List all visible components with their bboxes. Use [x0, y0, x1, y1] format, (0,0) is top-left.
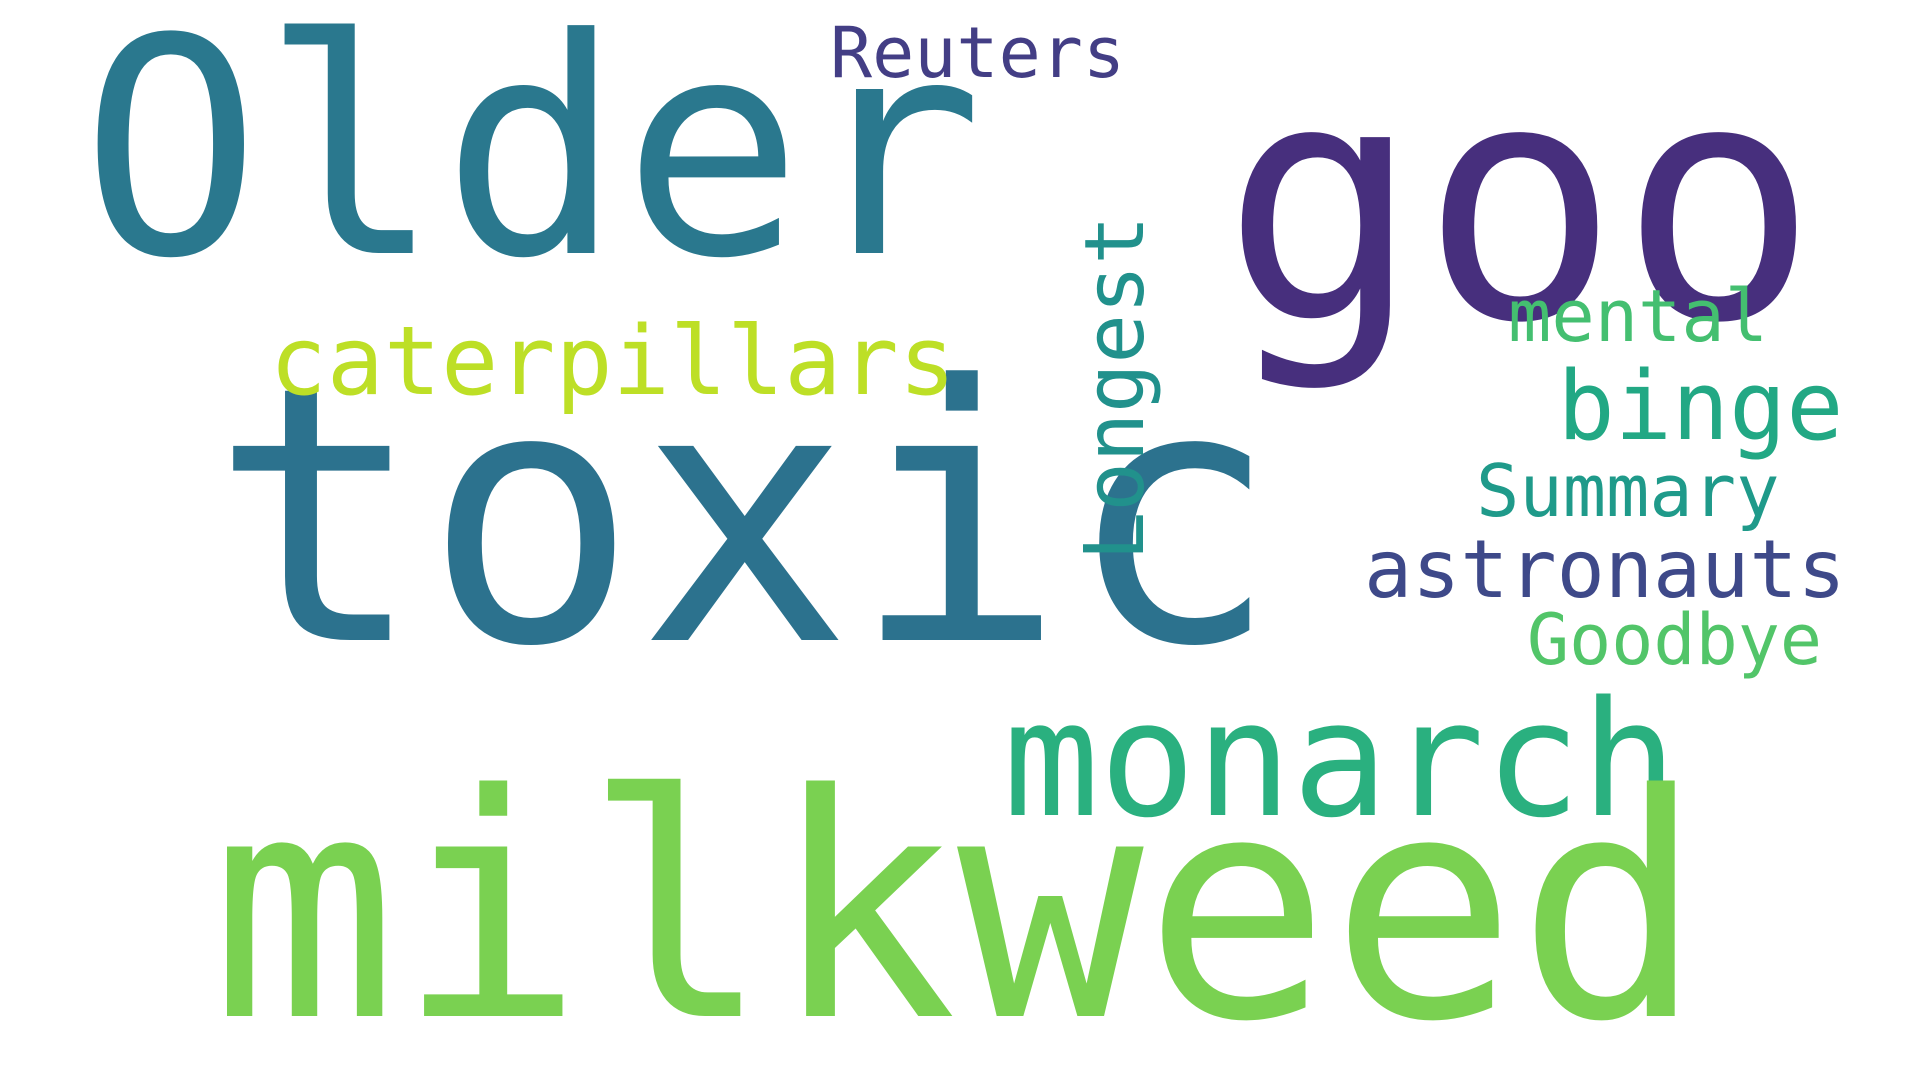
word-reuters: Reuters — [830, 12, 1126, 94]
word-summary: Summary — [1476, 449, 1780, 533]
word-goodbye: Goodbye — [1527, 599, 1823, 681]
word-astronauts: astronauts — [1364, 523, 1846, 616]
word-milkweed: milkweed — [210, 729, 1704, 1090]
word-monarch: monarch — [1003, 666, 1678, 853]
word-mental: mental — [1508, 274, 1769, 358]
word-toxic: toxic — [210, 310, 1280, 724]
word-older: Older — [80, 0, 984, 324]
word-binge: binge — [1557, 352, 1844, 462]
word-longest: Longest — [1068, 214, 1163, 561]
word-caterpillars: caterpillars — [269, 307, 956, 417]
word-goo: goo — [1222, 11, 1819, 395]
